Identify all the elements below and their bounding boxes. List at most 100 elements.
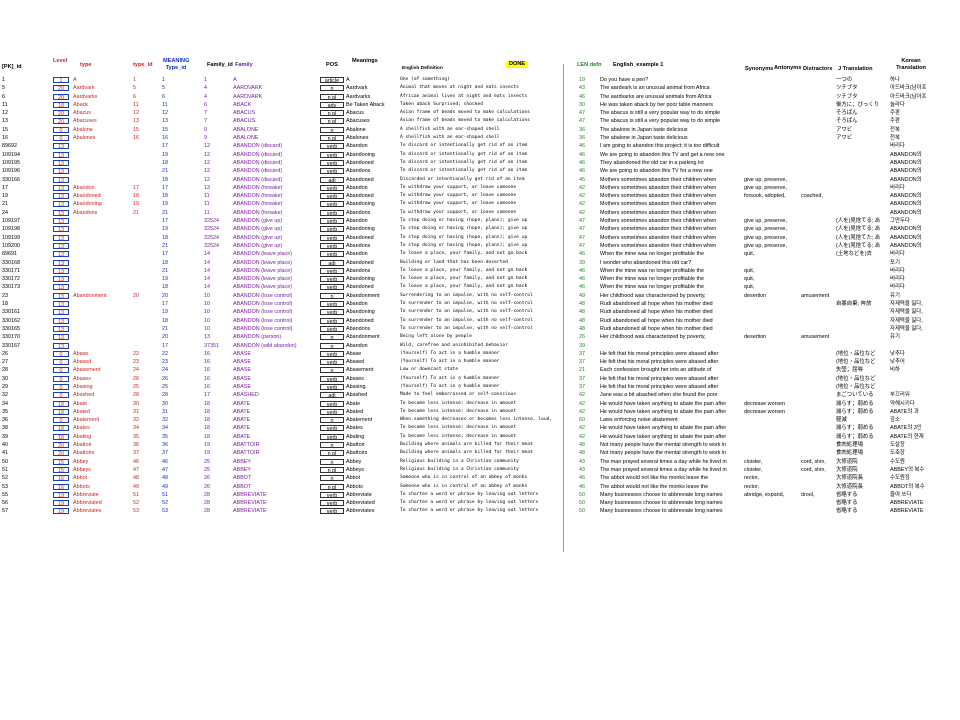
cell-pk[interactable]: 109196 <box>2 168 20 175</box>
cell-example[interactable]: Mothers sometimes abandon their children… <box>600 201 717 208</box>
cell-len[interactable]: 48 <box>579 450 585 457</box>
cell-len[interactable]: 39 <box>579 259 585 266</box>
cell-meaning[interactable]: Abandoned <box>346 176 374 183</box>
cell-korean-translation[interactable]: ABANDON의 <box>890 151 922 158</box>
cell-level[interactable]: 0 <box>53 417 69 424</box>
cell-level[interactable]: 13 <box>53 259 69 266</box>
cell-pos[interactable]: n <box>320 334 344 341</box>
cell-len[interactable]: 42 <box>579 400 585 407</box>
cell-synonyms[interactable]: give up, preserve, <box>744 176 787 183</box>
cell-meaning[interactable]: Abating <box>346 433 365 440</box>
cell-korean-translation[interactable]: ABANDON의 <box>890 234 922 241</box>
cell-type[interactable]: Aardvarks <box>73 93 98 100</box>
cell-meaning-type-id[interactable]: 18 <box>162 159 168 166</box>
cell-type[interactable]: Abattoirs <box>73 450 95 457</box>
cell-meaning[interactable]: Abandons <box>346 209 371 216</box>
cell-korean-translation[interactable]: ABANDON의 <box>890 168 922 175</box>
cell-definition[interactable]: (Yourself) To act in a humble manner <box>400 375 500 381</box>
cell-pos[interactable]: n pl <box>320 466 344 473</box>
cell-example[interactable]: He would have taken anything to abate th… <box>600 408 727 415</box>
cell-meaning-type-id[interactable]: 17 <box>162 218 168 225</box>
cell-meaning-type-id[interactable]: 13 <box>162 118 168 125</box>
cell-len[interactable]: 46 <box>579 251 585 258</box>
cell-pk[interactable]: 56 <box>2 500 8 507</box>
cell-korean-translation[interactable]: 아드바크(남아프 <box>890 85 927 92</box>
cell-len[interactable]: 46 <box>579 475 585 482</box>
cell-type-id[interactable]: 49 <box>133 483 139 490</box>
cell-pos[interactable]: verb <box>320 408 344 415</box>
cell-type-id[interactable]: 30 <box>133 400 139 407</box>
cell-type-id[interactable]: 51 <box>133 491 139 498</box>
cell-distractors[interactable]: amusement <box>801 334 830 341</box>
cell-len[interactable]: 36 <box>579 135 585 142</box>
cell-synonyms[interactable]: give up, preserve, <box>744 184 787 191</box>
cell-meaning-type-id[interactable]: 32 <box>162 417 168 424</box>
cell-family-id[interactable]: 4 <box>204 85 207 92</box>
cell-type[interactable]: Abandons <box>73 209 98 216</box>
cell-meaning[interactable]: Aardvarks <box>346 93 371 100</box>
cell-pk[interactable]: 28 <box>2 367 8 374</box>
cell-example[interactable]: Her childhood was characterized by pover… <box>600 334 706 341</box>
cell-meaning[interactable]: Abatement <box>346 417 373 424</box>
cell-example[interactable]: Jane was a bit abashed when she found th… <box>600 392 718 399</box>
cell-korean-translation[interactable]: 아드바크(남아프 <box>890 93 927 100</box>
cell-example[interactable]: Rudi abandoned all hope when his mother … <box>600 309 713 316</box>
cell-type-id[interactable]: 31 <box>133 408 139 415</box>
cell-pk[interactable]: 19 <box>2 193 8 200</box>
cell-meaning-type-id[interactable]: 24 <box>162 367 168 374</box>
cell-family-id[interactable]: 7 <box>204 118 207 125</box>
cell-family-id[interactable]: 12 <box>204 176 210 183</box>
cell-pk[interactable]: 89691 <box>2 251 17 258</box>
cell-meaning[interactable]: Abbreviate <box>346 491 372 498</box>
cell-len[interactable]: 37 <box>579 350 585 357</box>
cell-family[interactable]: ABATE <box>233 417 251 424</box>
cell-j-translation[interactable]: 大修道院長 <box>836 483 863 490</box>
cell-pos[interactable]: verb <box>320 209 344 216</box>
cell-pk[interactable]: 29 <box>2 383 8 390</box>
cell-len[interactable]: 50 <box>579 508 585 515</box>
cell-family[interactable]: ABASE <box>233 367 251 374</box>
cell-definition[interactable]: Asian frame of beads moved to make calcu… <box>400 118 530 124</box>
cell-type[interactable]: Abbot <box>73 475 88 482</box>
cell-korean-translation[interactable]: 포기 <box>890 259 900 266</box>
cell-family[interactable]: ABANDON (forsake) <box>233 201 283 208</box>
cell-meaning-type-id[interactable]: 21 <box>162 168 168 175</box>
cell-example[interactable]: When the mine was no longer profitable t… <box>600 276 704 283</box>
cell-pk[interactable]: 26 <box>2 350 8 357</box>
cell-level[interactable]: 18 <box>53 408 69 415</box>
cell-type[interactable]: Abbey <box>73 458 89 465</box>
cell-pos[interactable]: n <box>320 292 344 299</box>
cell-family[interactable]: ABBOT <box>233 483 252 490</box>
cell-meaning-type-id[interactable]: 20 <box>162 334 168 341</box>
cell-len[interactable]: 43 <box>579 458 585 465</box>
cell-example[interactable]: Many businesses choose to abbreviate lon… <box>600 500 723 507</box>
header-meanings[interactable]: Meanings <box>352 58 378 64</box>
cell-example[interactable]: We are going to abandon this TV for a ne… <box>600 168 713 175</box>
cell-korean-translation[interactable]: 감소 <box>890 417 900 424</box>
cell-j-translation[interactable]: アワビ <box>836 126 853 133</box>
cell-pos[interactable]: verb <box>320 168 344 175</box>
cell-pk[interactable]: 330170 <box>2 334 20 341</box>
header-synonyms[interactable]: Synonyms <box>745 66 774 72</box>
cell-synonyms[interactable]: abridge, expand, <box>744 491 785 498</box>
cell-family[interactable]: ABACUS <box>233 110 256 117</box>
cell-distractors[interactable]: cord, shin, <box>801 458 826 465</box>
cell-family-id[interactable]: 18 <box>204 400 210 407</box>
cell-meaning-type-id[interactable]: 37 <box>162 450 168 457</box>
cell-korean-translation[interactable]: 버리다 <box>890 143 905 150</box>
cell-type-id[interactable]: 32 <box>133 417 139 424</box>
cell-level[interactable]: 0 <box>53 375 69 382</box>
cell-j-translation[interactable]: そろばん <box>836 110 858 117</box>
cell-pos[interactable]: verb <box>320 242 344 249</box>
cell-len[interactable]: 47 <box>579 226 585 233</box>
cell-pos[interactable]: n <box>320 417 344 424</box>
cell-synonyms[interactable]: quit, <box>744 267 755 274</box>
cell-len[interactable]: 42 <box>579 201 585 208</box>
cell-example[interactable]: Rudi abandoned all hope when his mother … <box>600 325 713 332</box>
cell-type[interactable]: Abalones <box>73 135 96 142</box>
cell-korean-translation[interactable]: 줄여 쓰다 <box>890 491 912 498</box>
cell-type[interactable]: Abashed <box>73 392 95 399</box>
cell-meaning-type-id[interactable]: 17 <box>162 342 168 349</box>
cell-meaning[interactable]: Abandoned <box>346 234 374 241</box>
cell-level[interactable]: 13 <box>53 168 69 175</box>
